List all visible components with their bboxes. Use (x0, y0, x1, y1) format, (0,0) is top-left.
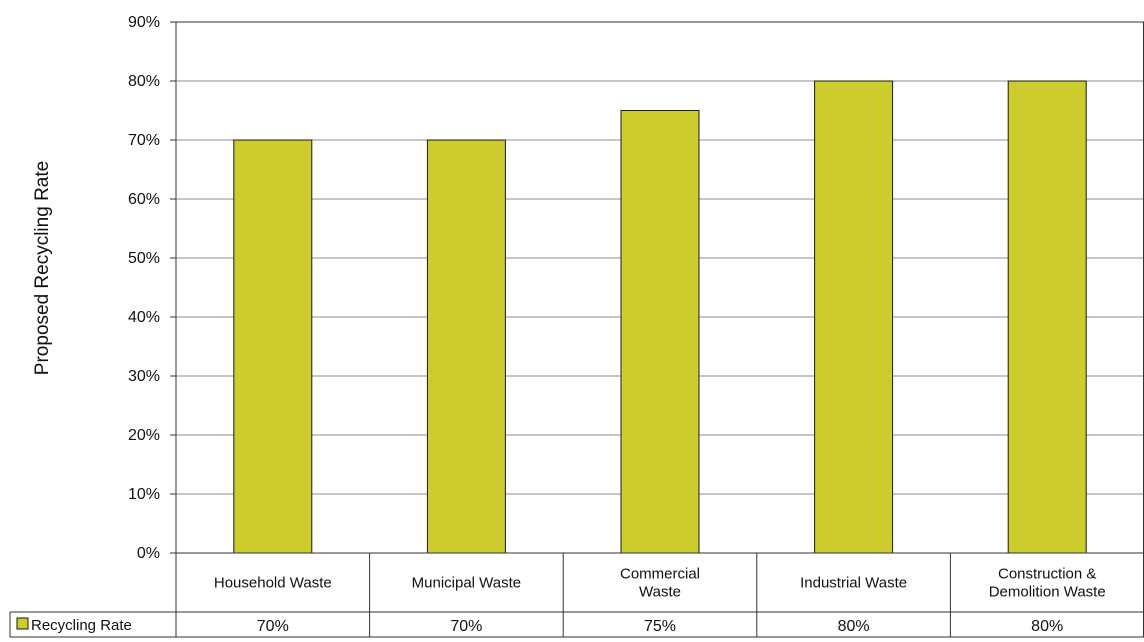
category-label: Industrial Waste (800, 575, 907, 592)
data-table: Household Waste Municipal Waste Commercial… (9, 552, 1144, 638)
y-tick-label: 70% (128, 132, 160, 149)
y-tick-label: 60% (128, 191, 160, 208)
category-label: Household Waste (214, 575, 332, 592)
category-label: Construction & (998, 566, 1096, 583)
bar (426, 139, 506, 554)
y-tick-label: 80% (128, 73, 160, 90)
category-label: Waste (639, 584, 681, 601)
category-label: Commercial (620, 566, 700, 583)
legend-label: Recycling Rate (31, 617, 132, 634)
y-tick-label: 90% (128, 14, 160, 31)
data-table-value: 80% (1031, 618, 1063, 635)
bar (814, 80, 894, 554)
bar (233, 139, 313, 554)
y-tick-label: 20% (128, 427, 160, 444)
y-tick-label: 30% (128, 368, 160, 385)
y-tick-label: 50% (128, 250, 160, 267)
y-tick-label: 10% (128, 486, 160, 503)
bar (1007, 80, 1087, 554)
y-tick-label: 0% (137, 545, 160, 562)
data-table-value: 80% (838, 618, 870, 635)
data-table-value: 70% (450, 618, 482, 635)
legend-swatch (16, 617, 29, 630)
category-label: Municipal Waste (412, 575, 521, 592)
category-label: Demolition Waste (989, 584, 1106, 601)
y-axis-label: Proposed Recycling Rate (32, 161, 53, 375)
data-table-value: 70% (257, 618, 289, 635)
data-table-value: 75% (644, 618, 676, 635)
bar (620, 110, 700, 554)
y-tick-labels: 0% 10% 20% 30% 40% 50% 60% 70% 80% 90% (128, 14, 160, 562)
y-tick-label: 40% (128, 309, 160, 326)
